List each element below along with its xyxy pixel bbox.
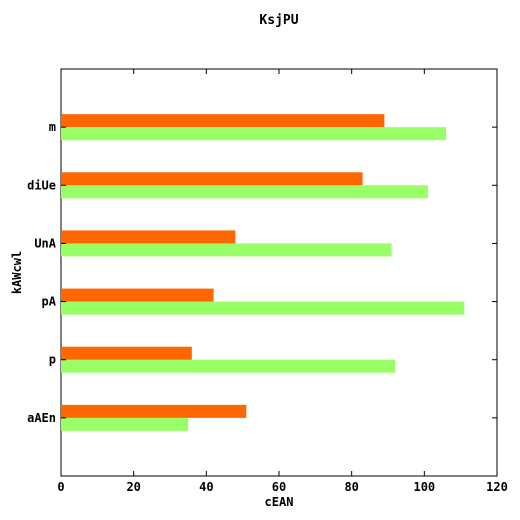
bar-series1-diUe (61, 185, 428, 199)
x-axis-label: cEAN (265, 495, 294, 509)
bar-series2-UnA (61, 230, 236, 244)
y-tick-label: pA (42, 295, 57, 309)
x-tick-label: 0 (57, 480, 64, 494)
bar-series1-UnA (61, 243, 392, 257)
bar-series1-aAEn (61, 417, 189, 431)
x-tick-label: 40 (199, 480, 213, 494)
y-axis-label: kAWcwl (10, 251, 24, 294)
bar-series2-aAEn (61, 404, 247, 418)
bar-series1-pA (61, 301, 465, 315)
y-tick-label: m (49, 120, 56, 134)
bar-series2-diUe (61, 172, 363, 186)
bar-series1-m (61, 127, 447, 141)
x-tick-label: 120 (486, 480, 508, 494)
x-tick-label: 80 (344, 480, 358, 494)
bars-group (61, 114, 465, 431)
x-axis: 0 20 40 60 80 100 120 (57, 69, 508, 494)
x-tick-label: 100 (413, 480, 435, 494)
y-axis: aAEn p pA UnA diUe m (27, 120, 497, 425)
x-tick-label: 20 (126, 480, 140, 494)
y-tick-label: UnA (34, 236, 56, 250)
y-tick-label: diUe (27, 178, 56, 192)
y-tick-label: aAEn (27, 411, 56, 425)
bar-series2-p (61, 346, 192, 360)
bar-series1-p (61, 359, 396, 373)
bar-series2-m (61, 114, 385, 128)
x-tick-label: 60 (272, 480, 286, 494)
bar-series2-pA (61, 288, 214, 302)
y-tick-label: p (49, 353, 56, 367)
chart-title: KsjPU (259, 13, 298, 28)
